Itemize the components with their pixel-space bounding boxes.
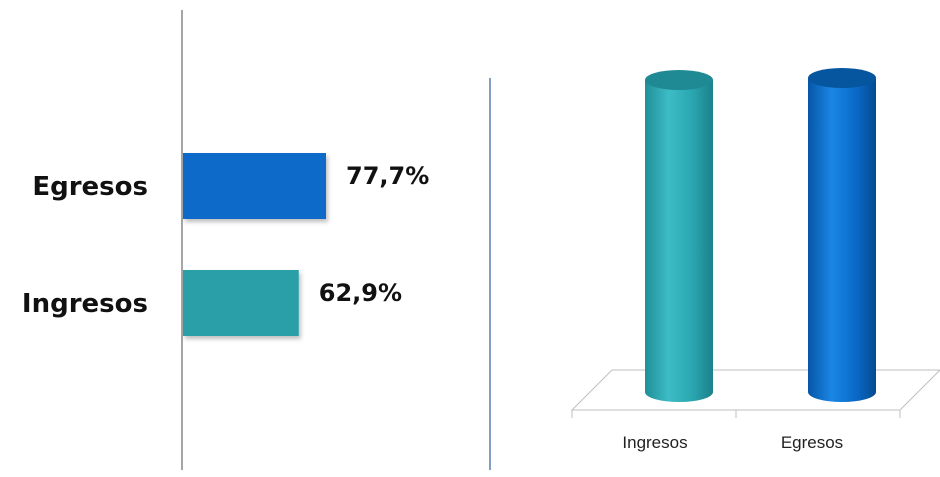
cylinder-top-ingresos (645, 70, 713, 90)
value-label-ingresos: 62,9% (319, 279, 402, 307)
bar-egresos (183, 153, 326, 219)
category-label-egresos: Egresos (32, 172, 148, 202)
x-tick-label-ingresos: Ingresos (622, 433, 687, 452)
value-label-egresos: 77,7% (346, 162, 429, 190)
category-label-ingresos: Ingresos (22, 289, 148, 319)
floor-plane (570, 369, 940, 418)
cylinder-bar-chart: Ingresos Egresos (570, 68, 940, 452)
bar-ingresos (183, 270, 299, 336)
cylinder-body-ingresos (645, 80, 713, 402)
cylinder-body-egresos (808, 78, 876, 402)
x-tick-label-egresos: Egresos (781, 433, 843, 452)
horizontal-bar-chart: Egresos 77,7% Ingresos 62,9% (22, 10, 429, 470)
cylinder-top-egresos (808, 68, 876, 88)
cylinder-ingresos (645, 70, 713, 402)
cylinder-egresos (808, 68, 876, 402)
